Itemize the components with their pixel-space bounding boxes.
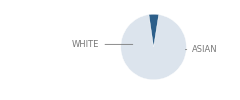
Text: WHITE: WHITE bbox=[72, 40, 133, 49]
Wedge shape bbox=[149, 14, 159, 47]
Text: ASIAN: ASIAN bbox=[186, 45, 218, 54]
Wedge shape bbox=[121, 14, 186, 80]
